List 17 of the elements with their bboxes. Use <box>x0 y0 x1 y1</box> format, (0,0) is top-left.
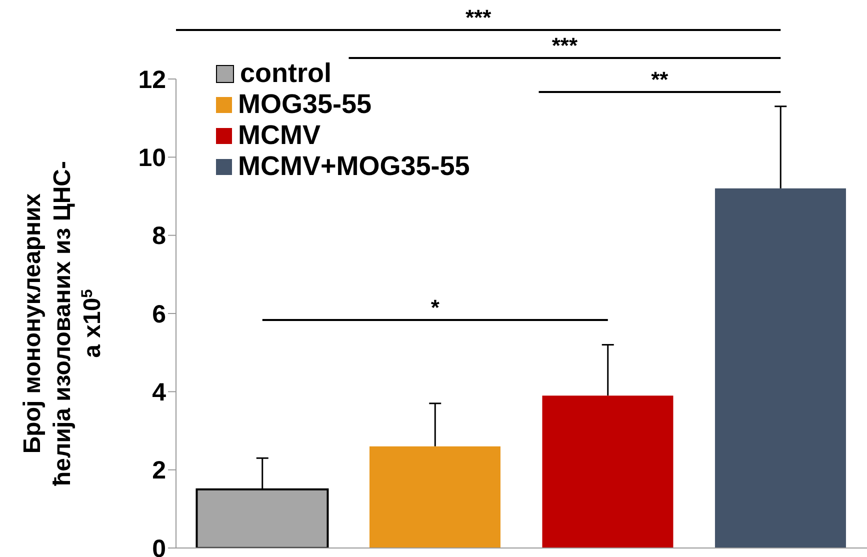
annotation: ** <box>651 67 669 92</box>
significance-bracket: *** <box>176 5 781 31</box>
significance-bracket: *** <box>348 33 781 59</box>
annotation: * <box>430 295 440 320</box>
y-tick-label: 2 <box>152 456 166 485</box>
y-tick-label: 6 <box>152 300 166 328</box>
y-tick-label: 4 <box>152 378 166 407</box>
legend-label: MCMV <box>238 120 320 151</box>
legend-label: control <box>240 58 332 89</box>
significance-bracket: ** <box>538 67 781 93</box>
legend-label: MOG35-55 <box>238 89 372 120</box>
y-tick-label: 12 <box>138 66 166 94</box>
y-tick-label: 0 <box>152 534 166 557</box>
y-tick-label: 8 <box>152 222 166 250</box>
y-tick-label: 10 <box>138 144 166 172</box>
significance-bracket: * <box>262 295 608 321</box>
legend-label: MCMV+MOG35-55 <box>238 151 470 182</box>
